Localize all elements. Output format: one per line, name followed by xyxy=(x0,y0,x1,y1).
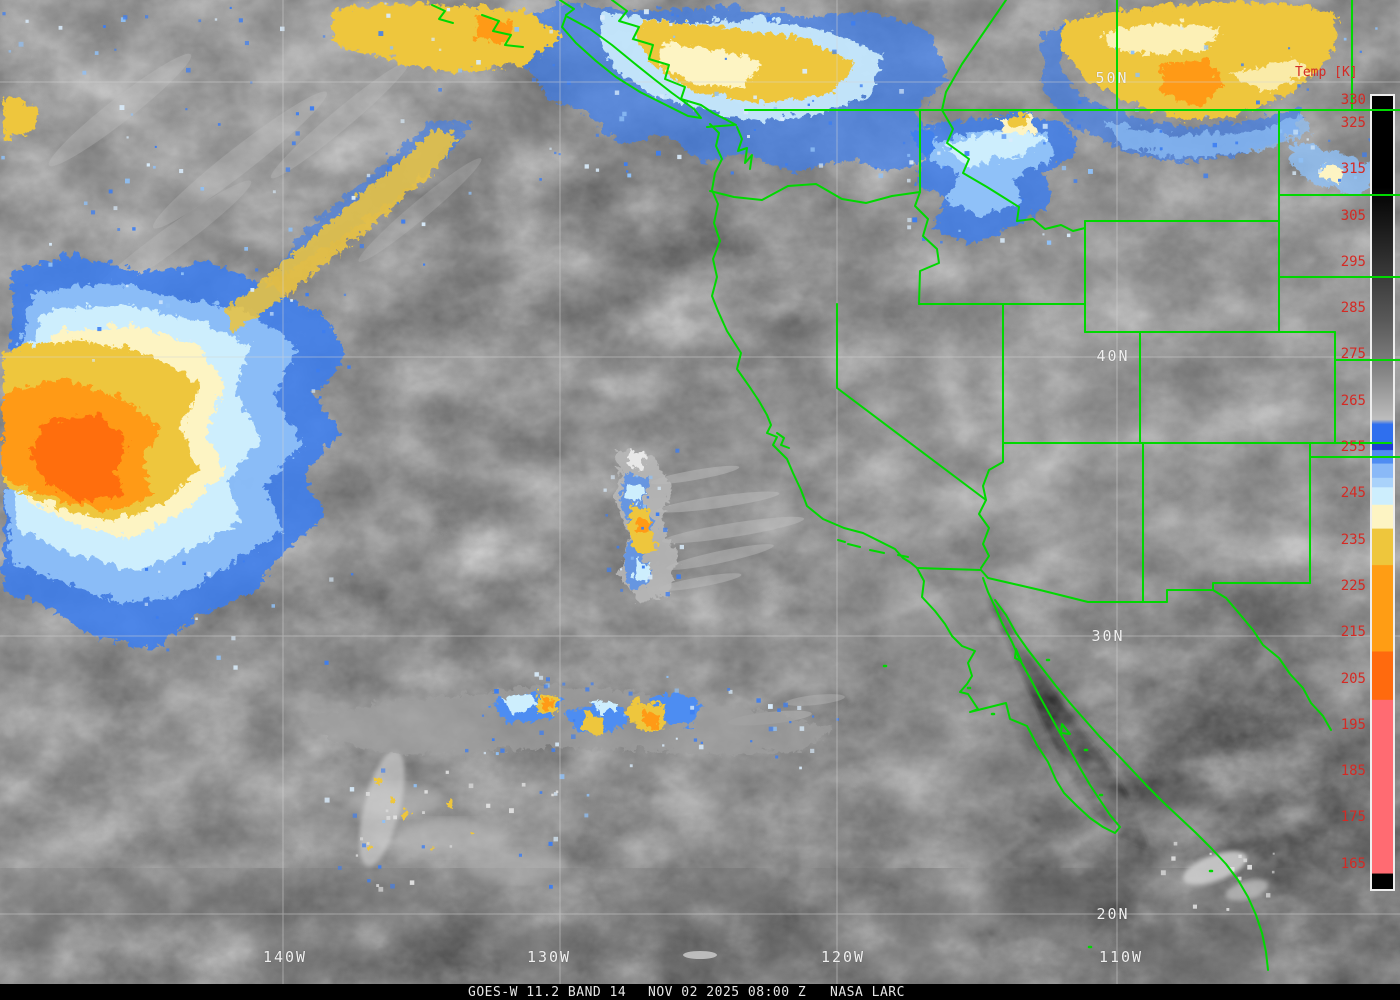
caption-datetime: NOV 02 2025 08:00 Z xyxy=(648,985,807,1000)
caption-credit: NASA LARC xyxy=(830,985,905,1000)
mexico-mainland-coastline xyxy=(994,599,1269,971)
colorbar-tick: 215 xyxy=(1340,624,1366,640)
cloud-band-top-center xyxy=(330,0,948,170)
us-mexico-border xyxy=(916,567,1214,603)
lon-label-110w: 110W xyxy=(1098,948,1144,966)
cloud-mass-top-right xyxy=(1040,0,1380,192)
gold-flecks-bottom-left xyxy=(364,774,472,847)
colorbar xyxy=(1370,94,1395,891)
cloud-texture-bottom-cells xyxy=(0,868,1400,984)
colorbar-tick: 315 xyxy=(1340,161,1366,177)
lon-label-140w: 140W xyxy=(262,948,308,966)
colorbar-tick: 185 xyxy=(1340,763,1366,779)
lat-label-20n: 20N xyxy=(1096,905,1130,923)
lat-label-30n: 30N xyxy=(1091,627,1125,645)
colorbar-tick: 285 xyxy=(1340,300,1366,316)
lat-label-40n: 40N xyxy=(1096,347,1130,365)
baja-california-coastline xyxy=(916,567,1121,834)
colorbar-tick: 275 xyxy=(1340,346,1366,362)
channel-islands xyxy=(837,539,909,558)
colorbar-tick: 225 xyxy=(1340,578,1366,594)
colorbar-tick: 325 xyxy=(1340,115,1366,131)
colorbar-tick: 330 xyxy=(1340,92,1366,108)
rio-grande-border xyxy=(1212,589,1332,731)
cloud-band-bottom xyxy=(300,682,830,752)
colorbar-tick: 205 xyxy=(1340,671,1366,687)
colorbar-tick: 195 xyxy=(1340,717,1366,733)
lon-label-120w: 120W xyxy=(820,948,866,966)
colorbar-title: Temp [K] xyxy=(1295,65,1358,80)
convective-line-center-ocean xyxy=(610,446,676,600)
caption-satellite-band: GOES-W 11.2 BAND 14 xyxy=(468,985,627,1000)
colorbar-tick: 235 xyxy=(1340,532,1366,548)
lon-label-130w: 130W xyxy=(526,948,572,966)
colorbar-tick: 265 xyxy=(1340,393,1366,409)
pacific-coastline xyxy=(709,123,918,569)
colorado-river-border xyxy=(978,442,1004,569)
state-boundaries xyxy=(431,0,1400,971)
colorbar-tick: 255 xyxy=(1340,439,1366,455)
colorbar-tick: 305 xyxy=(1340,208,1366,224)
lat-label-50n: 50N xyxy=(1095,69,1129,87)
vancouver-island xyxy=(561,15,702,119)
colorbar-tick: 165 xyxy=(1340,856,1366,872)
colorbar-tick: 175 xyxy=(1340,809,1366,825)
caption-bar: GOES-W 11.2 BAND 14 NOV 02 2025 08:00 Z … xyxy=(0,984,1400,1000)
colorbar-tick: 295 xyxy=(1340,254,1366,270)
colorbar-tick: 245 xyxy=(1340,485,1366,501)
small-islands xyxy=(882,658,1214,949)
